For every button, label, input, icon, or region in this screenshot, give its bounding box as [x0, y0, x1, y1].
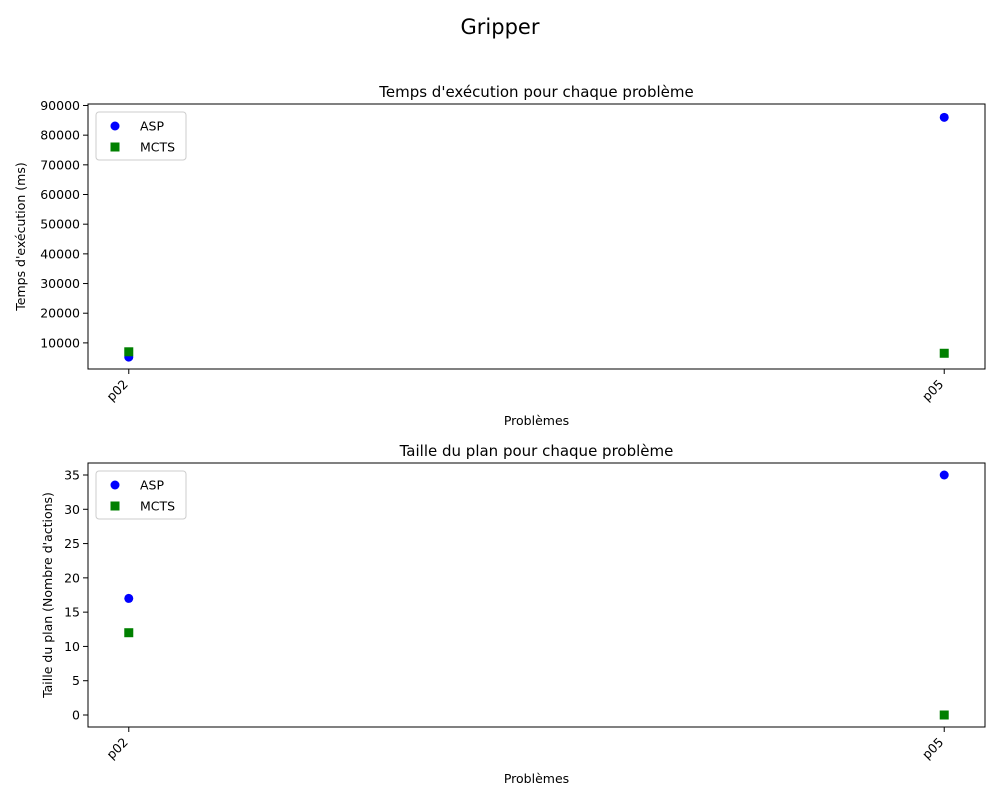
legend-marker-asp	[110, 121, 120, 131]
x-tick-label: p05	[919, 377, 946, 404]
y-tick-label: 60000	[40, 187, 80, 202]
y-tick-label: 35	[64, 468, 80, 483]
legend-label-asp: ASP	[140, 119, 164, 134]
point-asp	[939, 470, 949, 480]
y-axis-label: Temps d'exécution (ms)	[13, 162, 28, 312]
chart-2: Taille du plan pour chaque problème 0 5 10 1…	[40, 442, 986, 786]
figure-title: Gripper	[461, 15, 540, 39]
legend-label-mcts: MCTS	[140, 140, 175, 155]
point-asp	[939, 112, 949, 122]
point-mcts	[939, 348, 949, 358]
y-axis-label: Taille du plan (Nombre d'actions)	[40, 492, 55, 699]
y-tick-label: 15	[64, 605, 80, 620]
chart-title: Temps d'exécution pour chaque problème	[378, 83, 693, 101]
legend-label-asp: ASP	[140, 478, 164, 493]
y-tick-label: 30	[64, 502, 80, 517]
y-tick-label: 70000	[40, 157, 80, 172]
x-axis-label: Problèmes	[504, 771, 569, 786]
y-tick-label: 90000	[40, 98, 80, 113]
point-mcts	[124, 628, 134, 638]
y-tick-label: 40000	[40, 246, 80, 261]
point-mcts	[124, 347, 134, 357]
y-tick-label: 0	[72, 708, 80, 723]
y-tick-label: 5	[72, 673, 80, 688]
x-tick-label: p05	[919, 735, 946, 762]
legend-marker-asp	[110, 480, 120, 490]
x-tick-label: p02	[103, 735, 130, 762]
plot-frame	[87, 462, 986, 728]
y-tick-label: 20	[64, 570, 80, 585]
point-mcts	[939, 710, 949, 720]
y-tick-label: 10000	[40, 335, 80, 350]
y-tick-label: 50000	[40, 217, 80, 232]
legend: ASP MCTS	[95, 111, 187, 161]
y-tick-label: 30000	[40, 276, 80, 291]
x-tick-label: p02	[103, 377, 130, 404]
legend-marker-mcts	[110, 142, 120, 152]
chart-title: Taille du plan pour chaque problème	[399, 442, 674, 460]
y-tick-label: 10	[64, 639, 80, 654]
y-tick-label: 80000	[40, 128, 80, 143]
x-axis-label: Problèmes	[504, 413, 569, 428]
charts: Temps d'exécution pour chaque problème 10…	[13, 83, 986, 786]
plot-frame	[87, 103, 986, 370]
legend-marker-mcts	[110, 501, 120, 511]
y-tick-label: 20000	[40, 306, 80, 321]
legend: ASP MCTS	[95, 470, 187, 520]
chart-1: Temps d'exécution pour chaque problème 10…	[13, 83, 986, 428]
y-tick-label: 25	[64, 536, 80, 551]
legend-label-mcts: MCTS	[140, 499, 175, 514]
point-asp	[124, 593, 134, 603]
